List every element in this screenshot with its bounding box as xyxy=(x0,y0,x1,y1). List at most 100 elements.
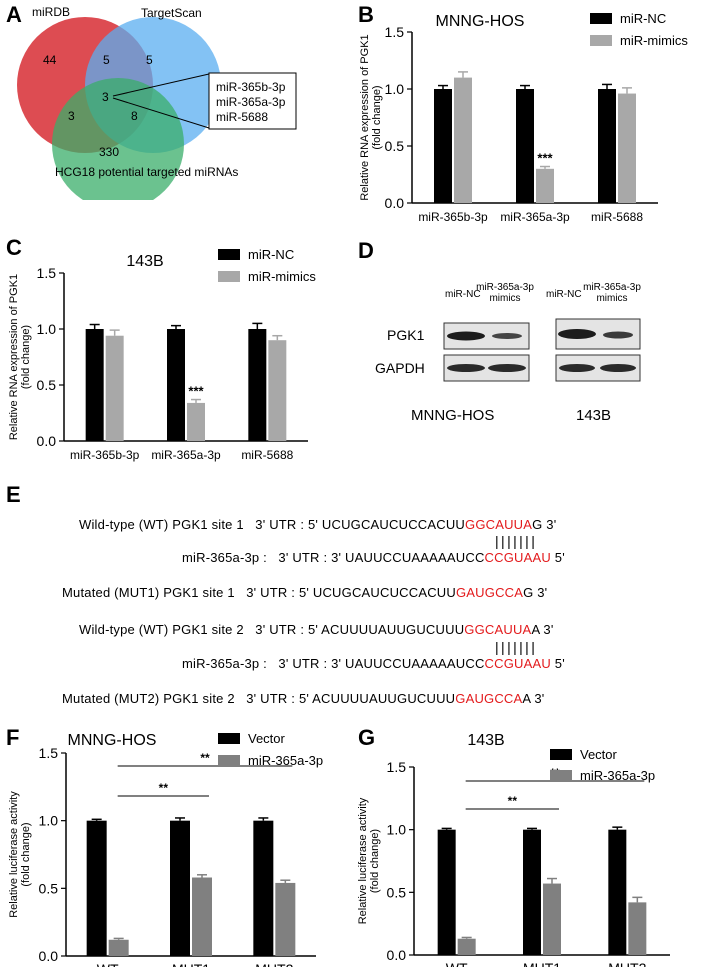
x-tick-label: miR-5688 xyxy=(241,448,293,462)
y-tick-label: 0.5 xyxy=(385,138,405,154)
seq-name-mut2: Mutated (MUT2) PGK1 site 2 xyxy=(62,691,235,706)
seq-utr-mir2: 3' UTR : xyxy=(278,656,328,671)
bar-1 xyxy=(454,77,472,203)
y-tick-label: 1.0 xyxy=(37,321,57,337)
band-pgk1-143b-nc xyxy=(558,329,596,339)
seq-bonds-1: ||||||| xyxy=(495,533,538,549)
bar-1 xyxy=(543,883,561,955)
bar-0 xyxy=(170,820,190,956)
bar-1 xyxy=(275,882,296,956)
seq-mir1-b: 5' xyxy=(550,550,565,565)
venn-label-targetscan: TargetScan xyxy=(141,6,202,20)
legend-swatch xyxy=(218,249,240,260)
bar-1 xyxy=(457,938,476,955)
chart-f: MNNG-HOS 0.0 0.5 1.0 1.5 Relative luciferase … xyxy=(8,731,323,967)
seq-utr-wt2: 3' UTR : xyxy=(255,622,305,637)
chart-g: 143B 0.0 0.5 1.0 1.5 Relative luciferase acti… xyxy=(357,732,670,967)
bar-0 xyxy=(253,820,274,956)
western-blot: miR-NC miR-365a-3p mimics miR-NC miR-365a… xyxy=(375,282,641,424)
venn-count-ts-hcg: 8 xyxy=(131,109,138,123)
band-pgk1-143b-mimic xyxy=(603,331,633,339)
chart-c: 143B 0.0 0.5 1.0 1.5 Relative RNA expression … xyxy=(8,247,316,462)
y-tick-label: 1.5 xyxy=(37,265,57,281)
seq-mut2-a: 5' ACUUUUAUUGUCUUU xyxy=(298,691,456,706)
legend-label: miR-NC xyxy=(620,11,666,26)
callout-item-2: miR-365a-3p xyxy=(216,95,286,109)
bar-0 xyxy=(86,820,107,956)
x-tick-label: MUT1 xyxy=(523,960,561,967)
venn-count-all-three: 3 xyxy=(102,90,109,104)
seq-name-mir2: miR-365a-3p : xyxy=(182,656,267,671)
y-tick-label: 0.5 xyxy=(387,884,407,900)
legend-label: miR-mimics xyxy=(248,269,316,284)
legend-label: miR-365a-3p xyxy=(248,753,323,768)
blot-col-label-mimic-2: miR-365a-3p mimics xyxy=(583,282,641,304)
bar-1 xyxy=(108,939,129,956)
blot-row-label-pgk1: PGK1 xyxy=(387,327,425,343)
seq-wt2-b: A 3' xyxy=(531,622,554,637)
band-pgk1-mnng-mimic xyxy=(492,333,522,339)
y-tick-label: 1.0 xyxy=(385,81,405,97)
band-gapdh-143b-nc xyxy=(559,364,595,372)
bar-1 xyxy=(536,168,554,203)
panel-label-e: E xyxy=(6,482,21,507)
blot-cell-line-143b: 143B xyxy=(576,407,611,424)
callout-item-1: miR-365b-3p xyxy=(216,80,286,94)
seq-utr-mut1: 3' UTR : xyxy=(246,585,296,600)
blot-cell-line-mnng: MNNG-HOS xyxy=(411,407,494,424)
seq-wt1-b: G 3' xyxy=(532,517,557,532)
legend-label: Vector xyxy=(580,747,618,762)
seq-bonds-2: ||||||| xyxy=(495,639,538,655)
legend-swatch xyxy=(590,35,612,46)
bar-1 xyxy=(268,340,287,441)
x-tick-label: MUT2 xyxy=(255,961,293,967)
chart-title: MNNG-HOS xyxy=(436,13,525,30)
callout-box xyxy=(208,72,297,130)
seq-mut1-a: 5' UCUGCAUCUCCACUU xyxy=(298,585,456,600)
y-axis-label: Relative luciferase activity(fold change… xyxy=(8,791,32,918)
y-tick-label: 1.0 xyxy=(387,822,407,838)
bar-0 xyxy=(167,329,185,441)
seq-row-mut2: Mutated (MUT2) PGK1 site 2 3' UTR : 5' A… xyxy=(62,691,544,706)
seq-row-wt1: Wild-type (WT) PGK1 site 1 3' UTR : 5' U… xyxy=(79,517,556,532)
panel-label-b: B xyxy=(358,2,374,27)
seq-name-wt1: Wild-type (WT) PGK1 site 1 xyxy=(79,517,244,532)
bar-0 xyxy=(248,329,267,441)
bar-1 xyxy=(187,402,205,441)
y-axis-label: Relative RNA expression of PGK1(fold cha… xyxy=(359,34,383,200)
bar-1 xyxy=(192,877,212,956)
panel-label-g: G xyxy=(358,725,376,750)
significance-stars: *** xyxy=(188,384,204,399)
venn-diagram: miRDB TargetScan HCG18 potential targete… xyxy=(17,5,297,200)
chart-title: 143B xyxy=(126,253,163,270)
bar-0 xyxy=(516,89,534,203)
seq-mir2-red: CCGUAAU xyxy=(484,656,551,671)
x-tick-label: miR-5688 xyxy=(591,210,643,224)
x-tick-label: miR-365b-3p xyxy=(418,210,488,224)
legend-swatch xyxy=(590,13,612,24)
bar-0 xyxy=(434,89,452,203)
x-tick-label: WT xyxy=(446,960,468,967)
seq-utr-mir1: 3' UTR : xyxy=(278,550,328,565)
y-tick-label: 1.5 xyxy=(385,24,405,40)
venn-label-hcg18: HCG18 potential targeted miRNAs xyxy=(55,165,238,179)
bar-0 xyxy=(85,329,104,441)
panel-label-c: C xyxy=(6,235,22,260)
seq-utr-wt1: 3' UTR : xyxy=(255,517,305,532)
seq-wt2-red: GGCAUUA xyxy=(464,622,532,637)
significance-stars: ** xyxy=(200,751,210,765)
x-tick-label: miR-365a-3p xyxy=(151,448,221,462)
seq-mut2-red: GAUGCCA xyxy=(455,691,523,706)
seq-mir1-red: CCGUAAU xyxy=(484,550,551,565)
seq-row-wt2: Wild-type (WT) PGK1 site 2 3' UTR : 5' A… xyxy=(79,622,554,637)
legend-swatch xyxy=(550,749,572,760)
venn-count-mirdb-ts: 5 xyxy=(103,53,110,67)
venn-circle-hcg18 xyxy=(52,78,184,200)
blot-col-label-nc-2: miR-NC xyxy=(546,289,582,300)
bar-0 xyxy=(523,829,541,955)
y-tick-label: 1.5 xyxy=(387,759,407,775)
legend-label: Vector xyxy=(248,731,286,746)
chart-title: 143B xyxy=(467,732,504,749)
significance-stars: ** xyxy=(159,781,169,795)
